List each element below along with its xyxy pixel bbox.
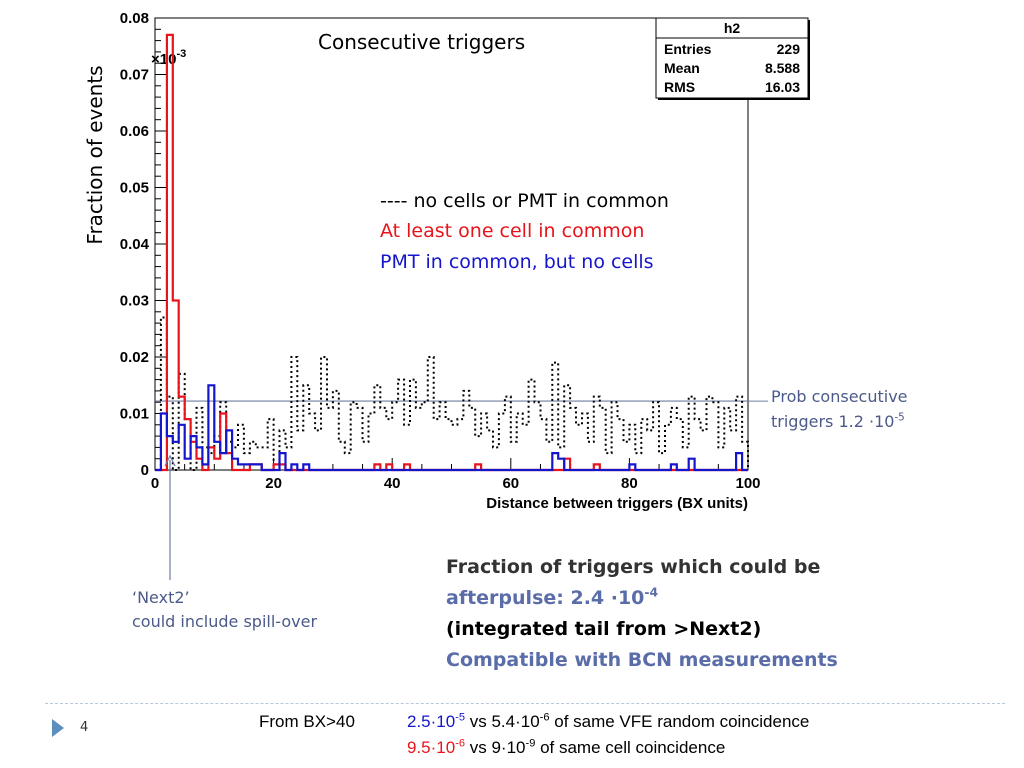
footer-row-2-exp: -6 (455, 737, 466, 750)
x-axis-label: Distance between triggers (BX units) (486, 495, 748, 512)
summary-line-4: Compatible with BCN measurements (446, 649, 838, 671)
summary-afterpulse-value: afterpulse: 2.4 ·10 (446, 587, 645, 609)
x-tick-label: 80 (621, 475, 638, 492)
footer-row-1-mantissa: 2.5·10 (407, 712, 456, 731)
stats-row-value: 16.03 (765, 79, 800, 95)
y-axis-label: Fraction of events (83, 65, 107, 245)
y-tick-label: 0.06 (120, 123, 149, 140)
footer-row-1-value: 2.5·10-5 (407, 712, 465, 731)
stats-row-label: Mean (664, 60, 700, 76)
footer-row-2: 9.5·10-6 vs 9·10-9 of same cell coincide… (407, 735, 725, 761)
y-axis-label-wrap: Fraction of events (80, 60, 110, 250)
footer-arrow-icon (52, 719, 64, 737)
footer-row-1-tail: of same VFE random coincidence (549, 712, 810, 731)
summary-block: Fraction of triggers which could be afte… (446, 552, 838, 676)
legend-entry-pmt-common: PMT in common, but no cells (380, 251, 654, 273)
footer-row-2-value: 9.5·10-6 (407, 738, 465, 757)
next2-line-1: ‘Next2’ (132, 588, 190, 607)
footer-row-1-vs: vs 5.4·10 (465, 712, 540, 731)
stats-box-title: h2 (724, 20, 741, 36)
footer-row-2-vs-exp: -9 (525, 737, 536, 750)
x-tick-label: 100 (735, 475, 760, 492)
legend-entry-cell-common: At least one cell in common (380, 220, 645, 242)
next2-annotation: ‘Next2’ could include spill-over (132, 586, 317, 634)
summary-afterpulse-exponent: -4 (644, 585, 659, 600)
prob-exponent: -5 (894, 411, 905, 424)
histogram-series-3 (155, 384, 748, 472)
y-exponent-label: ×10-3 (151, 48, 186, 68)
stats-row-label: RMS (664, 79, 695, 95)
footer-row-1: 2.5·10-5 vs 5.4·10-6 of same VFE random … (407, 709, 809, 735)
prob-line-1: Prob consecutive (771, 387, 908, 406)
y-tick-label: 0 (141, 462, 149, 479)
histogram-series-1 (155, 316, 749, 471)
footer-row-1-exp: -5 (455, 711, 466, 724)
page-number: 4 (80, 720, 89, 735)
footer-divider (45, 703, 1005, 704)
y-tick-label: 0.08 (120, 10, 149, 27)
x-tick-label: 20 (265, 475, 282, 492)
summary-line-3: (integrated tail from >Next2) (446, 618, 762, 640)
footer-row-2-mantissa: 9.5·10 (407, 738, 456, 757)
y-tick-label: 0.02 (120, 349, 149, 366)
next2-line-2: could include spill-over (132, 612, 318, 631)
footer-row-1-vs-exp: -6 (539, 711, 550, 724)
next2-pointer-arrowhead (164, 454, 176, 467)
y-tick-label: 0.05 (120, 180, 149, 197)
prob-annotation: Prob consecutive triggers 1.2 ·10-5 (771, 384, 951, 434)
stats-row-label: Entries (664, 41, 712, 57)
x-tick-label: 40 (384, 475, 401, 492)
chart-title: Consecutive triggers (318, 30, 526, 54)
summary-line-1: Fraction of triggers which could be (446, 556, 821, 578)
y-tick-label: 0.07 (120, 67, 149, 84)
x-tick-label: 60 (502, 475, 519, 492)
stats-row-value: 229 (777, 41, 801, 57)
summary-line-2: afterpulse: 2.4 ·10-4 (446, 583, 838, 614)
y-tick-label: 0.03 (120, 293, 149, 310)
prob-line-2: triggers 1.2 ·10-5 (771, 409, 951, 434)
footer-row-2-vs: vs 9·10 (465, 738, 526, 757)
legend-entry-no-common: ---- no cells or PMT in common (380, 190, 669, 212)
y-tick-label: 0.01 (120, 406, 149, 423)
footer-lead: From BX>40 (259, 712, 355, 731)
stats-box (655, 17, 809, 99)
footer-row-2-tail: of same cell coincidence (535, 738, 726, 757)
x-tick-label: 0 (151, 475, 159, 492)
prob-value: triggers 1.2 ·10 (771, 412, 895, 431)
y-tick-label: 0.04 (120, 236, 150, 253)
stats-row-value: 8.588 (765, 60, 800, 76)
